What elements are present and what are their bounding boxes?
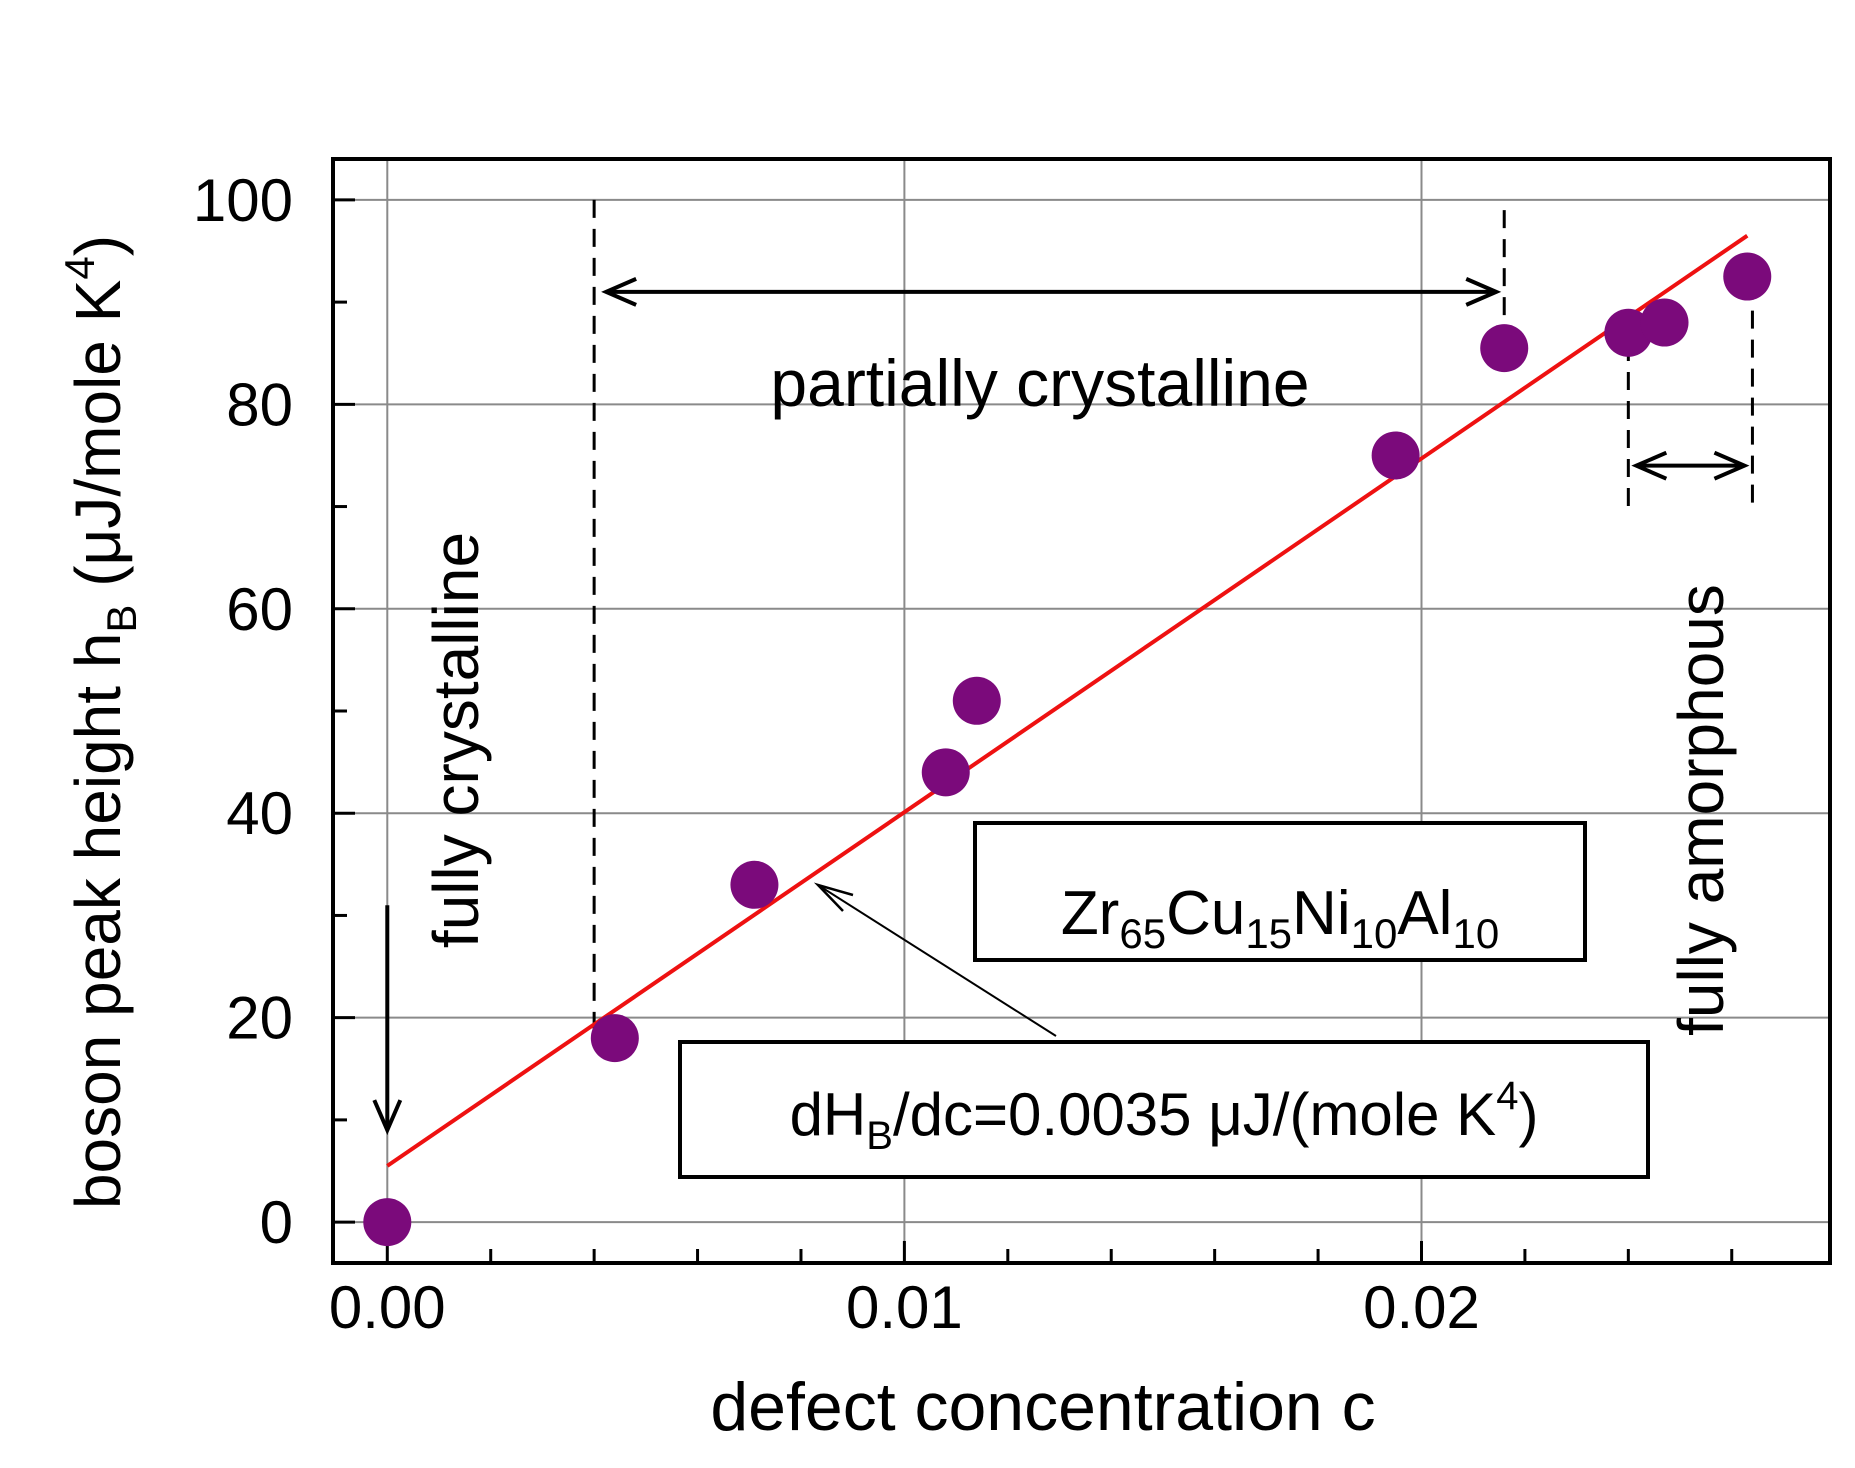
x-tick-label: 0.01 (846, 1274, 963, 1341)
plot-frame (331, 157, 1832, 1265)
data-point (1604, 308, 1653, 357)
slope-box: dHB/dc=0.0035 μJ/(mole K4) (678, 1040, 1650, 1179)
minor-ticks (333, 198, 1734, 1263)
fully-crystalline-arrow-head (372, 1099, 403, 1136)
amorphous-arrow-head-left (1631, 450, 1668, 481)
data-point (1371, 431, 1420, 480)
data-point (1723, 252, 1772, 301)
x-tick-label: 0.00 (329, 1274, 446, 1341)
compound-formula: Zr65Cu15Ni10Al10 (1061, 879, 1499, 957)
grid-lines (333, 159, 1830, 1263)
slope-pointer (813, 882, 1057, 1037)
data-point (363, 1198, 412, 1247)
fit-line (386, 234, 1749, 1168)
data-points (363, 252, 1772, 1247)
y-tick-label: 60 (226, 576, 293, 643)
y-tick-label: 100 (193, 167, 293, 234)
data-point (730, 860, 779, 909)
slope-pointer-head (813, 882, 854, 912)
compound-box: Zr65Cu15Ni10Al10 (973, 821, 1587, 962)
annotation-fully-amorphous: fully amorphous (1665, 584, 1737, 1036)
slope-box-frame (678, 1040, 1650, 1179)
x-axis-label: defect concentration c (710, 1369, 1375, 1445)
data-point (590, 1014, 639, 1063)
slope-annotation: dHB/dc=0.0035 μJ/(mole K4) (790, 1074, 1539, 1158)
fully-crystalline-arrow (372, 905, 403, 1136)
partially-arrow-head-right (1465, 277, 1502, 307)
slope-pointer-line (817, 884, 1057, 1037)
y-tick-label: 40 (226, 780, 293, 847)
y-tick-label: 0 (260, 1189, 293, 1256)
x-tick-labels: 0.00 0.01 0.02 (329, 1274, 1480, 1341)
compound-box-frame (973, 821, 1587, 962)
data-point (921, 748, 970, 797)
y-tick-label: 20 (226, 985, 293, 1052)
annotation-fully-crystalline: fully crystalline (420, 532, 492, 948)
data-point (1640, 298, 1689, 347)
x-tick-label: 0.02 (1363, 1274, 1480, 1341)
data-point (1480, 324, 1529, 373)
y-axis-label: boson peak height hB (μJ/mole K4) (56, 235, 145, 1209)
annotation-partially-crystalline: partially crystalline (770, 346, 1309, 420)
y-tick-label: 80 (226, 371, 293, 438)
partially-arrow-head-left (601, 277, 637, 307)
range-guides (592, 199, 1754, 1039)
y-tick-labels: 0 20 40 60 80 100 (193, 167, 293, 1256)
data-point (952, 676, 1001, 725)
amorphous-arrow-head-right (1713, 450, 1750, 481)
fit-line-group (386, 234, 1749, 1168)
